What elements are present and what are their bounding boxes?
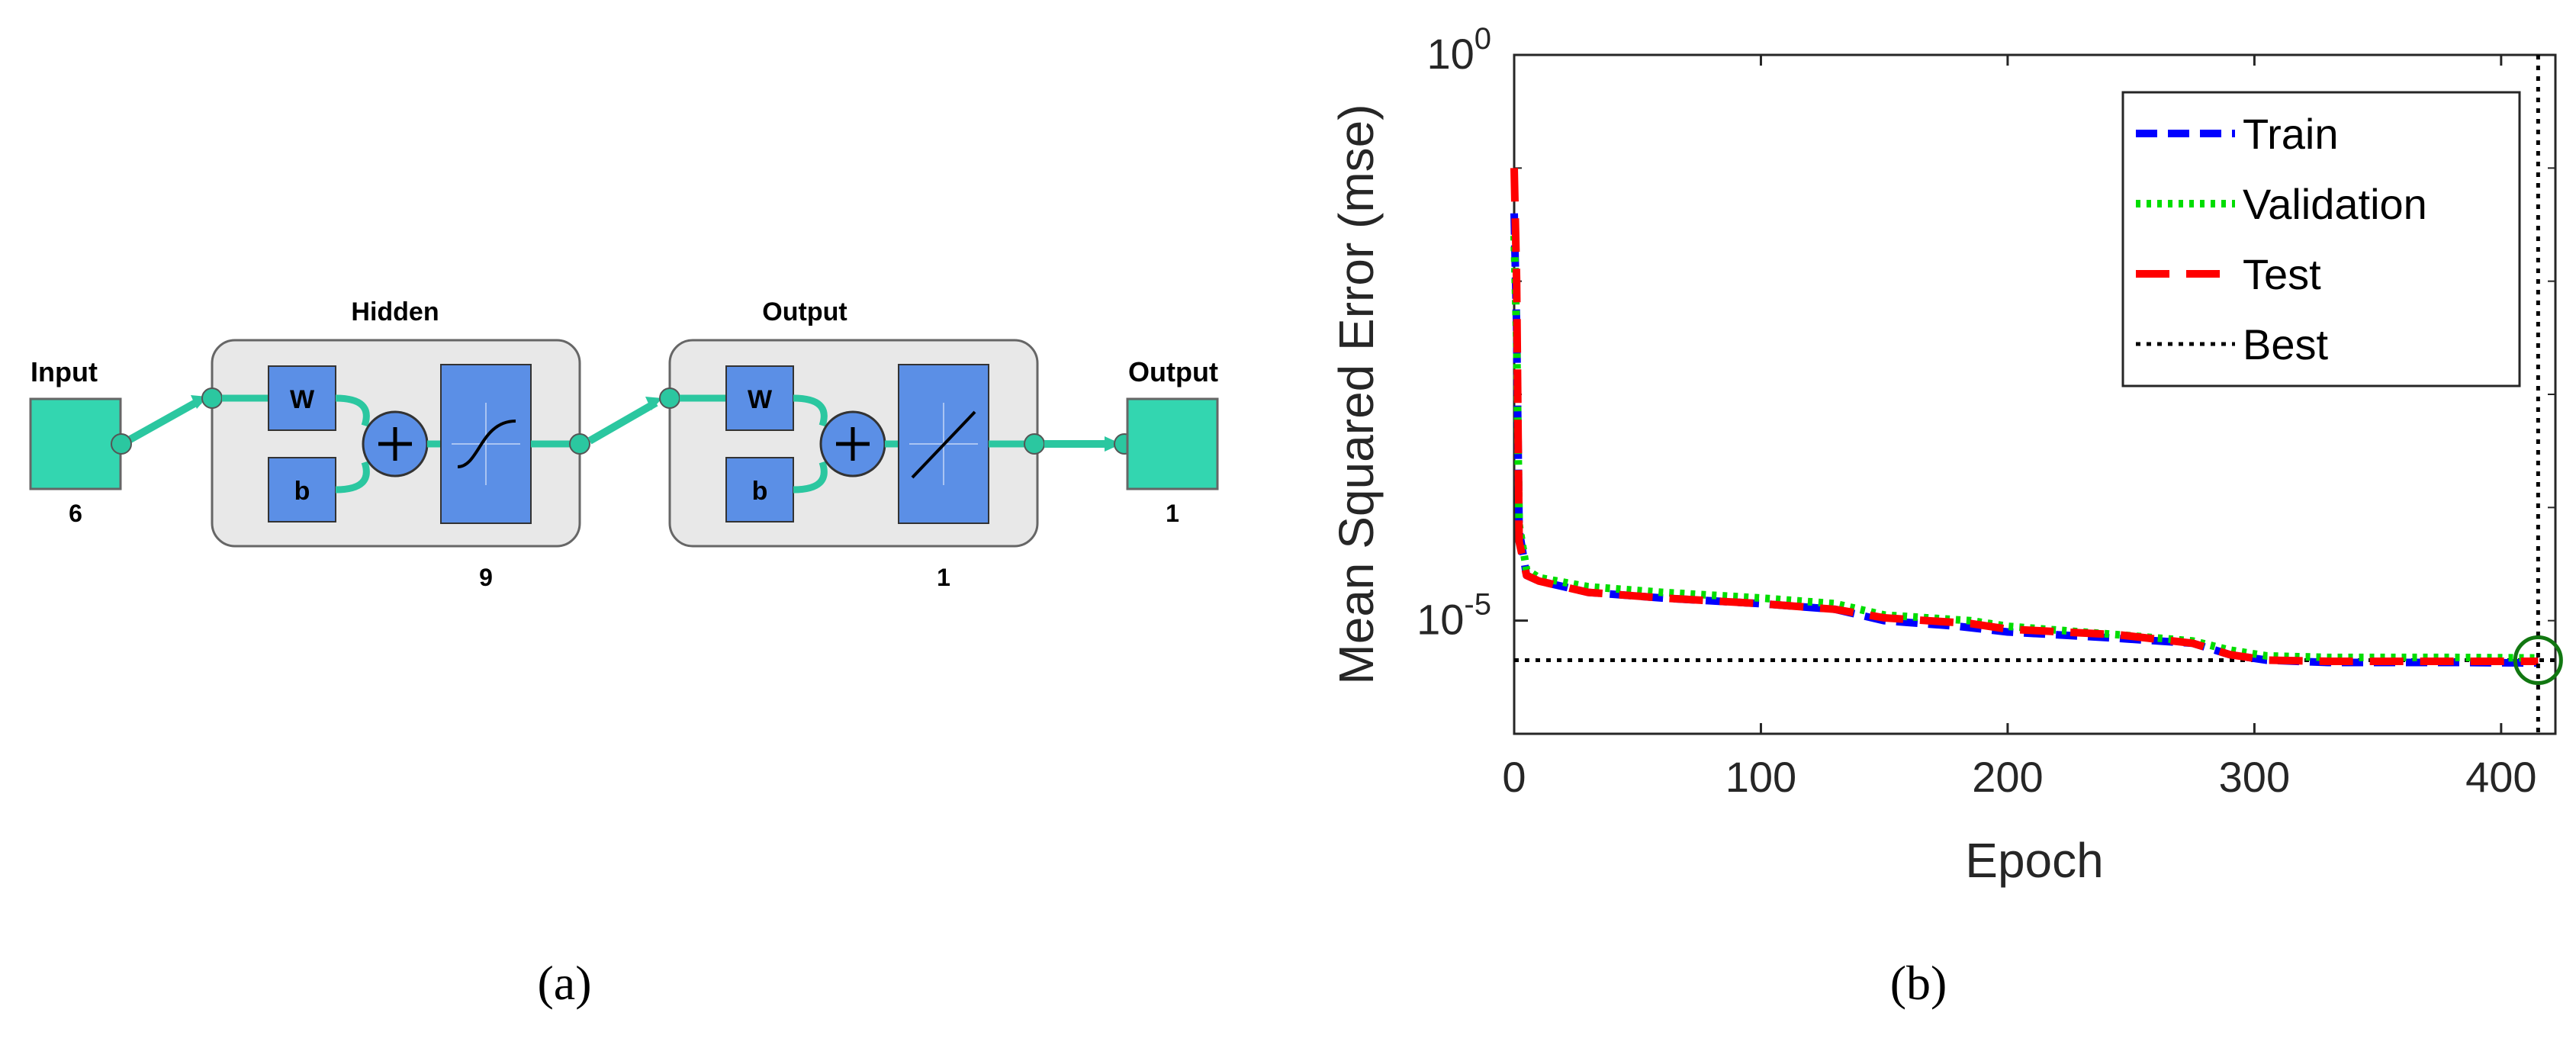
legend-items: Train Validation Test Best (2136, 110, 2427, 368)
output-weight-block (725, 365, 794, 431)
input-block (29, 397, 122, 490)
sigmoid-transfer-icon (457, 420, 516, 468)
node-icon (659, 387, 680, 409)
y-ticks: 100 10-5 (1417, 22, 2555, 735)
arrow-icon (1105, 436, 1121, 452)
best-marker (2513, 635, 2563, 686)
hidden-b-connector (335, 461, 370, 494)
linear-transfer-icon (911, 410, 976, 479)
node-icon (569, 433, 590, 455)
arrow-icon (645, 397, 662, 410)
hidden-layer-title: Hidden (351, 297, 439, 326)
hidden-bias-block (268, 457, 336, 522)
legend-label-train: Train (2243, 110, 2339, 158)
x-axis-label: Epoch (1965, 833, 2103, 888)
series-line-test (1510, 168, 2539, 665)
output-block-size: 1 (1166, 500, 1179, 527)
output-bias-block (725, 457, 794, 522)
output-block-label: Output (1128, 356, 1218, 387)
input-to-hidden-connector (120, 397, 202, 448)
legend-box (2121, 91, 2521, 387)
input-size: 6 (69, 500, 82, 527)
series-layer (1510, 55, 2563, 734)
legend-label-test: Test (2243, 250, 2321, 298)
legend-label-validation: Validation (2243, 180, 2427, 228)
hidden-to-output-connector (587, 399, 658, 445)
network-diagram: Input 6 Hidden W b 9 Output (29, 297, 1219, 591)
node-icon (1024, 433, 1045, 455)
node-icon (201, 387, 223, 409)
hidden-bias-label: b (294, 477, 310, 506)
x-ticks: 0 100 200 300 400 (1502, 55, 2537, 801)
x-tick-label: 400 (2465, 753, 2536, 801)
hidden-weight-label: W (290, 385, 315, 414)
y-tick-label: 10-5 (1417, 588, 1491, 644)
y-axis-label: Mean Squared Error (mse) (1329, 104, 1384, 684)
input-label: Input (31, 356, 98, 387)
output-w-connector (793, 394, 828, 427)
hidden-layer-size: 9 (479, 564, 493, 591)
output-block (1126, 397, 1219, 490)
x-tick-label: 200 (1972, 753, 2043, 801)
legend: Train Validation Test Best (2121, 91, 2521, 387)
output-layer-title: Output (762, 297, 847, 326)
x-tick-label: 0 (1502, 753, 1526, 801)
legend-label-best: Best (2243, 320, 2328, 368)
caption-b: (b) (1890, 956, 1947, 1010)
x-tick-label: 100 (1725, 753, 1796, 801)
performance-chart: 0 100 200 300 400 100 10-5 Epoch Mean Squared… (1329, 22, 2563, 888)
output-bias-label: b (752, 477, 768, 506)
output-layer-size: 1 (937, 564, 950, 591)
output-weight-label: W (748, 385, 773, 414)
hidden-weight-block (268, 365, 336, 431)
hidden-w-connector (335, 394, 370, 427)
y-tick-label: 100 (1426, 22, 1491, 78)
x-tick-label: 300 (2219, 753, 2290, 801)
node-icon (111, 433, 132, 455)
output-b-connector (793, 461, 828, 494)
caption-a: (a) (537, 956, 591, 1010)
